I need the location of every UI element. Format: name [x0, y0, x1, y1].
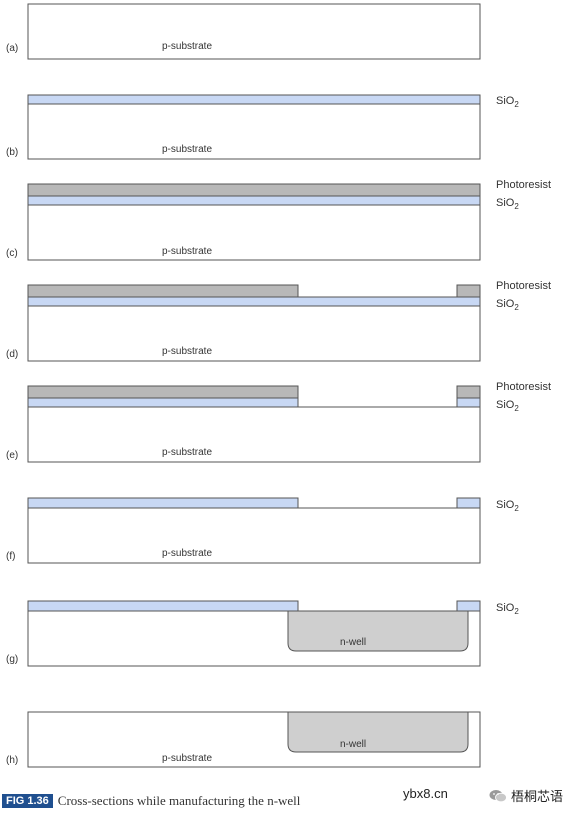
oxide-left-e [27, 397, 299, 408]
photoresist-left-d [27, 284, 299, 298]
substrate-a [27, 3, 481, 60]
step-label-b: (b) [6, 147, 18, 158]
substrate-label-d: p-substrate [162, 346, 212, 357]
nwell-region-g [287, 610, 469, 652]
photoresist-right-e [456, 385, 481, 399]
oxide-layer-b [27, 94, 481, 105]
photoresist-label-e: Photoresist [496, 381, 551, 393]
substrate-label-b: p-substrate [162, 144, 212, 155]
oxide-right-g [456, 600, 481, 612]
step-e: (e) p-substrate Photoresist SiO2 [6, 381, 551, 463]
nwell-region-h [287, 711, 469, 753]
nwell-label-h: n-well [340, 739, 366, 750]
sio2-label-f: SiO2 [496, 499, 519, 513]
substrate-label-c: p-substrate [162, 246, 212, 257]
watermark-brand-text: 梧桐芯语 [511, 789, 564, 804]
step-c: (c) p-substrate Photoresist SiO2 [6, 179, 551, 261]
figure-caption-text: Cross-sections while manufacturing the n… [57, 793, 301, 808]
photoresist-label-d: Photoresist [496, 280, 551, 292]
oxide-right-f [456, 497, 481, 509]
substrate-label-f: p-substrate [162, 548, 212, 559]
substrate-label-a: p-substrate [162, 41, 212, 52]
sio2-label-b: SiO2 [496, 95, 519, 109]
watermark-brand: 梧桐芯语 [489, 786, 563, 805]
nwell-label-g: n-well [340, 637, 366, 648]
sio2-label-d: SiO2 [496, 298, 519, 312]
photoresist-label-c: Photoresist [496, 179, 551, 191]
step-label-d: (d) [6, 349, 18, 360]
oxide-left-f [27, 497, 299, 509]
photoresist-layer-c [27, 183, 481, 197]
substrate-f [27, 507, 481, 564]
wechat-icon [489, 789, 507, 802]
watermark-site: ybx8.cn [403, 786, 448, 801]
substrate-label-h: p-substrate [162, 753, 212, 764]
photoresist-right-d [456, 284, 481, 298]
step-label-g: (g) [6, 654, 18, 665]
step-f: (f) p-substrate SiO2 [6, 497, 519, 564]
step-b: (b) p-substrate SiO2 [6, 94, 519, 160]
step-label-e: (e) [6, 450, 18, 461]
step-a: (a) p-substrate [6, 3, 481, 60]
step-g: (g) n-well SiO2 [6, 600, 519, 667]
step-label-a: (a) [6, 43, 18, 54]
figure-tag: FIG 1.36 [2, 794, 53, 808]
oxide-layer-d [27, 296, 481, 307]
substrate-c [27, 204, 481, 261]
oxide-right-e [456, 397, 481, 408]
substrate-d [27, 305, 481, 362]
substrate-label-e: p-substrate [162, 447, 212, 458]
figure-caption: FIG 1.36 Cross-sections while manufactur… [2, 793, 300, 809]
substrate-e [27, 406, 481, 463]
step-label-h: (h) [6, 755, 18, 766]
substrate-b [27, 103, 481, 160]
sio2-label-g: SiO2 [496, 602, 519, 616]
step-label-c: (c) [6, 248, 18, 259]
sio2-label-c: SiO2 [496, 197, 519, 211]
oxide-layer-c [27, 195, 481, 206]
oxide-left-g [27, 600, 299, 612]
cross-section-diagram: (a) p-substrate (b) p-substrate SiO2 (c)… [6, 3, 551, 768]
photoresist-left-e [27, 385, 299, 399]
sio2-label-e: SiO2 [496, 399, 519, 413]
step-h: (h) n-well p-substrate [6, 711, 481, 768]
step-d: (d) p-substrate Photoresist SiO2 [6, 280, 551, 362]
step-label-f: (f) [6, 551, 15, 562]
